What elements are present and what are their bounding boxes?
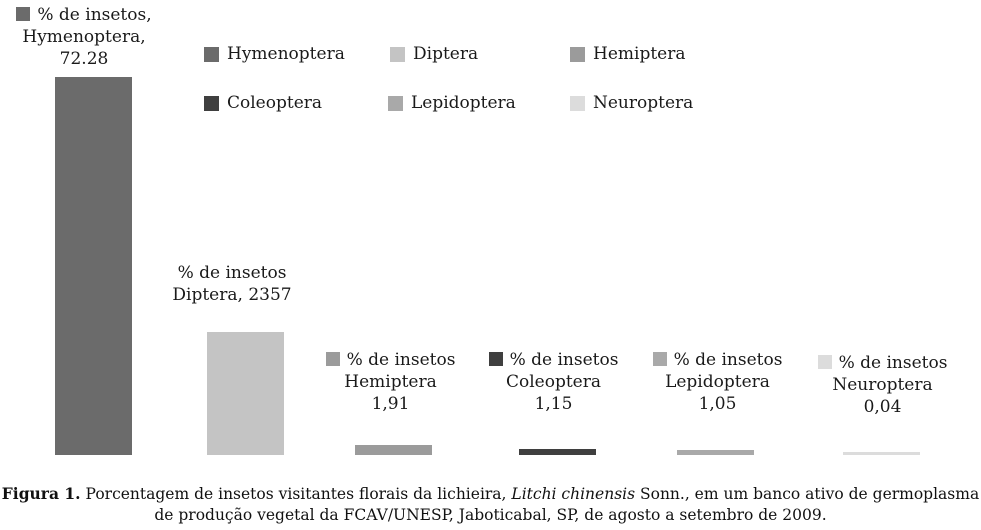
data-label-line: % de insetos	[838, 353, 948, 373]
data-label-line: Coleoptera	[505, 372, 601, 392]
legend-label-hemiptera: Hemiptera	[593, 44, 686, 64]
legend-swatch-lepidoptera	[388, 95, 403, 111]
figure-caption-species: Litchi chinensis	[511, 485, 636, 503]
label-swatch-coleoptera	[488, 352, 503, 366]
data-label-line: % de insetos	[177, 263, 287, 283]
label-swatch-hymenoptera	[16, 7, 31, 21]
legend-swatch-diptera	[390, 46, 405, 62]
data-label-value: 1,91	[371, 394, 410, 414]
data-label-line: % de insetos,	[37, 5, 152, 25]
legend-swatch-coleoptera	[204, 95, 219, 111]
bar-coleoptera	[519, 449, 596, 455]
data-label-neuroptera: % de insetos Neuroptera 0,04	[795, 352, 970, 418]
legend-item-lepidoptera: Lepidoptera	[388, 93, 516, 113]
legend-item-hemiptera: Hemiptera	[570, 44, 685, 64]
figure-caption-label: Figura 1.	[1, 484, 81, 503]
data-label-value: 1,15	[534, 394, 573, 414]
legend-item-hymenoptera: Hymenoptera	[204, 44, 345, 64]
legend-item-coleoptera: Coleoptera	[204, 93, 322, 113]
data-label-value: 72.28	[59, 49, 109, 69]
data-label-line: Neuroptera	[832, 375, 933, 395]
data-label-line: Hymenoptera,	[22, 27, 146, 47]
legend-swatch-neuroptera	[570, 95, 585, 111]
legend-swatch-hymenoptera	[204, 46, 219, 62]
bar-lepidoptera	[677, 449, 754, 455]
data-label-line: Hemiptera	[344, 372, 437, 392]
legend-swatch-hemiptera	[570, 46, 585, 62]
data-label-line: Lepidoptera	[665, 372, 770, 392]
figure-caption: Figura 1. Porcentagem de insetos visitan…	[0, 483, 981, 526]
data-label-lepidoptera: % de insetos Lepidoptera 1,05	[630, 349, 805, 415]
bar-diptera	[207, 331, 284, 455]
data-label-coleoptera: % de insetos Coleoptera 1,15	[466, 349, 641, 415]
bar-hymenoptera	[55, 77, 132, 455]
legend-label-hymenoptera: Hymenoptera	[227, 44, 345, 64]
legend-item-diptera: Diptera	[390, 44, 478, 64]
legend-label-neuroptera: Neuroptera	[593, 93, 694, 113]
data-label-value: Diptera, 2357	[172, 285, 292, 305]
legend-label-coleoptera: Coleoptera	[227, 93, 323, 113]
data-label-value: 0,04	[863, 397, 902, 417]
label-swatch-neuroptera	[817, 355, 832, 369]
data-label-line: % de insetos	[509, 350, 619, 370]
legend-item-neuroptera: Neuroptera	[570, 93, 693, 113]
legend-label-lepidoptera: Lepidoptera	[411, 93, 516, 113]
figure-caption-text: Sonn., em um banco ativo de germoplasma …	[154, 485, 980, 524]
data-label-diptera: % de insetos Diptera, 2357	[153, 262, 311, 306]
data-label-hymenoptera: % de insetos, Hymenoptera, 72.28	[0, 4, 170, 70]
figure-caption-text: Porcentagem de insetos visitantes florai…	[80, 485, 512, 503]
data-label-value: 1,05	[698, 394, 737, 414]
label-swatch-lepidoptera	[652, 352, 667, 366]
data-label-hemiptera: % de insetos Hemiptera 1,91	[303, 349, 478, 415]
data-label-line: % de insetos	[673, 350, 783, 370]
bar-neuroptera	[843, 452, 920, 455]
label-swatch-hemiptera	[325, 352, 340, 366]
data-label-line: % de insetos	[346, 350, 456, 370]
bar-hemiptera	[355, 445, 432, 455]
legend-label-diptera: Diptera	[413, 44, 479, 64]
